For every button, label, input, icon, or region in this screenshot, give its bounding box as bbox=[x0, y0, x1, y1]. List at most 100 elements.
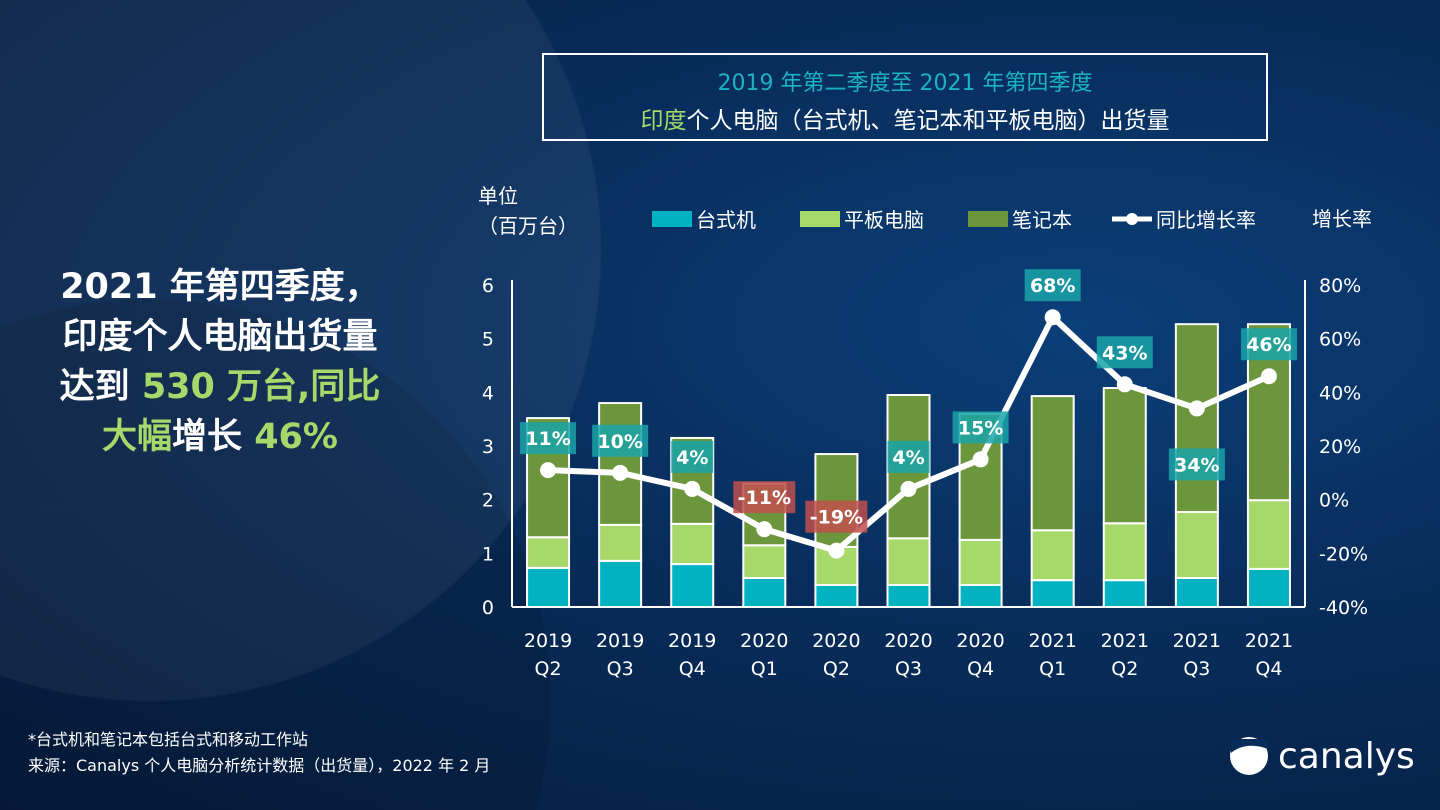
y-axis-title: （百万台） bbox=[478, 214, 578, 238]
y-tick-label: 0 bbox=[482, 597, 494, 619]
y-tick-label: 5 bbox=[482, 329, 494, 351]
y-tick-label: 2 bbox=[482, 490, 494, 512]
growth-marker bbox=[540, 462, 557, 479]
headline-highlight: 46% bbox=[254, 417, 338, 457]
x-tick-label: 2020 bbox=[740, 630, 788, 652]
headline-line: 印度个人电脑出货量 bbox=[62, 317, 378, 357]
bar-segment bbox=[1030, 579, 1075, 609]
x-tick-label: Q2 bbox=[535, 658, 562, 680]
x-tick-label: 2019 bbox=[668, 630, 716, 652]
title-rest: 个人电脑（台式机、笔记本和平板电脑）出货量 bbox=[686, 108, 1170, 134]
bar-segment bbox=[598, 523, 643, 562]
bar-segment bbox=[1102, 522, 1147, 582]
headline-text: 增长 bbox=[172, 417, 255, 457]
y-tick-label: 6 bbox=[482, 275, 494, 297]
bar-segment bbox=[814, 583, 859, 608]
y2-tick-label: -40% bbox=[1319, 597, 1368, 619]
growth-label: 4% bbox=[892, 447, 924, 469]
bar-segment bbox=[958, 583, 1003, 608]
canalys-logo: canalys bbox=[1228, 735, 1415, 777]
bar-segment bbox=[814, 453, 859, 548]
x-tick-label: 2019 bbox=[524, 630, 572, 652]
legend-swatch bbox=[968, 211, 1008, 227]
chart: 0 1 2 3 4 5 6 -40% -20% 0% 20% 40% 60% 80% 单位 （百万台） 增长率 台… bbox=[478, 184, 1368, 680]
headline-line: 2021 年第四季度， bbox=[60, 267, 380, 307]
growth-label: 4% bbox=[676, 447, 708, 469]
growth-marker bbox=[1044, 309, 1061, 326]
growth-marker bbox=[1116, 376, 1133, 393]
y-tick-label: 3 bbox=[482, 436, 494, 458]
bar-segment bbox=[526, 536, 571, 569]
footnote-line1: *台式机和笔记本包括台式和移动工作站 bbox=[28, 730, 309, 749]
growth-label: -19% bbox=[810, 507, 863, 529]
bar-segment bbox=[886, 537, 931, 586]
bar-segment bbox=[742, 577, 787, 609]
x-tick-label: Q3 bbox=[607, 658, 634, 680]
chart-title-line1: 2019 年第二季度至 2021 年第四季度 bbox=[717, 71, 1093, 96]
growth-label-box bbox=[952, 411, 1009, 444]
growth-marker bbox=[828, 542, 845, 559]
headline: 2021 年第四季度， 印度个人电脑出货量 达到 530 万台,同比 大幅增长 … bbox=[20, 262, 420, 462]
growth-label-box bbox=[887, 440, 930, 473]
x-tick-label: Q3 bbox=[1183, 658, 1210, 680]
bar-segment bbox=[526, 566, 571, 608]
x-tick-label: 2021 bbox=[1245, 630, 1293, 652]
headline-highlight: 530 万台,同比 bbox=[141, 367, 381, 407]
bar-segment bbox=[670, 563, 715, 608]
x-tick-label: 2020 bbox=[812, 630, 860, 652]
growth-label-box bbox=[1096, 336, 1153, 369]
headline-text: 达到 bbox=[59, 367, 142, 407]
y2-tick-label: 40% bbox=[1319, 382, 1361, 404]
growth-label-box bbox=[733, 481, 796, 514]
bar-segment bbox=[1174, 577, 1219, 609]
bar-segment bbox=[598, 402, 643, 526]
bar-segment bbox=[1102, 387, 1147, 525]
x-tick-label: Q4 bbox=[967, 658, 994, 680]
chart-title-box: 2019 年第二季度至 2021 年第四季度 印度个人电脑（台式机、笔记本和平板… bbox=[542, 53, 1268, 141]
legend-swatch bbox=[652, 211, 692, 227]
bar-segment bbox=[1174, 323, 1219, 514]
bar-segment bbox=[1030, 529, 1075, 582]
y-axis-title: 单位 bbox=[478, 184, 518, 208]
y2-tick-label: 20% bbox=[1319, 436, 1361, 458]
growth-label-box bbox=[671, 440, 714, 473]
growth-label-box bbox=[520, 422, 577, 455]
x-tick-label: Q2 bbox=[823, 658, 850, 680]
y-tick-label: 4 bbox=[482, 382, 494, 404]
bar-segment bbox=[742, 544, 787, 580]
headline-line: 大幅增长 46% bbox=[20, 412, 420, 462]
growth-label: 11% bbox=[525, 428, 570, 450]
growth-label: 43% bbox=[1102, 342, 1147, 364]
y2-tick-label: 0% bbox=[1319, 490, 1349, 512]
y2-tick-label: -20% bbox=[1319, 543, 1368, 565]
bar-segment bbox=[958, 538, 1003, 586]
growth-label-box bbox=[592, 424, 649, 457]
x-tick-label: Q4 bbox=[1255, 658, 1282, 680]
bar-segment bbox=[1102, 579, 1147, 609]
growth-label: 10% bbox=[597, 431, 642, 453]
legend-label: 台式机 bbox=[696, 208, 756, 232]
x-tick-label: 2019 bbox=[596, 630, 644, 652]
headline-line: 达到 530 万台,同比 bbox=[20, 362, 420, 412]
growth-label: -11% bbox=[738, 487, 791, 509]
legend-marker bbox=[1126, 213, 1138, 225]
growth-label-box bbox=[1240, 328, 1297, 361]
growth-marker bbox=[900, 480, 917, 497]
legend-label: 笔记本 bbox=[1012, 208, 1072, 232]
bar-segment bbox=[1174, 511, 1219, 580]
title-highlight: 印度 bbox=[640, 108, 687, 134]
growth-marker bbox=[1188, 400, 1205, 417]
growth-marker bbox=[756, 521, 773, 538]
growth-marker bbox=[684, 480, 701, 497]
chart-title-line2: 印度个人电脑（台式机、笔记本和平板电脑）出货量 bbox=[544, 101, 1266, 135]
x-tick-label: 2020 bbox=[884, 630, 932, 652]
x-tick-label: 2020 bbox=[956, 630, 1004, 652]
bar-segment bbox=[1030, 395, 1075, 532]
bar-segment bbox=[670, 522, 715, 566]
growth-label-box bbox=[1024, 269, 1081, 302]
growth-label-box bbox=[1168, 448, 1225, 481]
x-tick-label: 2021 bbox=[1029, 630, 1077, 652]
x-tick-label: Q1 bbox=[1039, 658, 1066, 680]
headline-highlight: 大幅 bbox=[102, 417, 173, 457]
